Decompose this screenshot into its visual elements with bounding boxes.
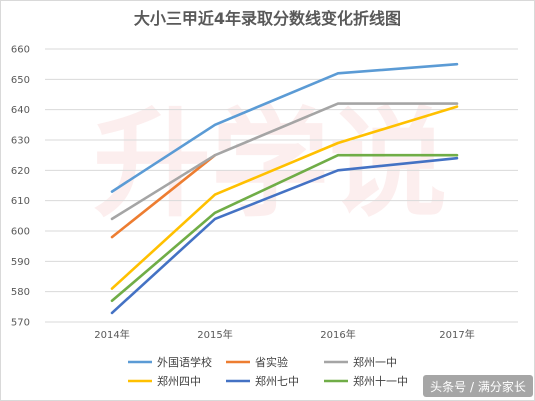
series-line	[110, 105, 459, 290]
y-tick-label: 650	[11, 75, 30, 86]
credit-backdrop	[423, 375, 533, 397]
y-tick-label: 640	[11, 105, 30, 116]
y-tick-label: 570	[11, 318, 30, 329]
legend-label: 省实验	[255, 355, 288, 369]
y-tick-label: 580	[11, 287, 30, 298]
legend-item: 省实验	[226, 355, 288, 369]
x-tick-label: 2015年	[197, 328, 232, 341]
legend-label: 郑州七中	[255, 374, 299, 388]
series-line	[110, 102, 459, 221]
x-axis-ticks: 2014年 2015年 2016年 2017年	[94, 328, 474, 341]
series-line	[110, 153, 459, 303]
series-line	[110, 156, 459, 315]
legend-item: 郑州四中	[128, 374, 201, 388]
chart-title: 大小三甲近4年录取分数线变化折线图	[134, 9, 401, 28]
x-tick-label: 2017年	[439, 328, 474, 341]
credit-text: 头条号 / 满分家长	[430, 379, 526, 394]
series-line	[110, 62, 459, 193]
y-axis-ticks: 570 580 590 600 610 620 630 640 650 660	[11, 45, 30, 329]
legend-label: 外国语学校	[157, 355, 212, 369]
x-tick-label: 2014年	[94, 328, 129, 341]
legend-item: 外国语学校	[128, 355, 212, 369]
y-tick-label: 610	[11, 196, 30, 207]
x-tick-label: 2016年	[320, 328, 355, 341]
y-tick-label: 660	[11, 45, 30, 56]
legend-label: 郑州十一中	[353, 374, 408, 388]
y-tick-label: 620	[11, 166, 30, 177]
gridlines	[45, 48, 518, 323]
credit-watermark: 头条号 / 满分家长	[423, 375, 533, 397]
series-lines	[110, 62, 459, 315]
legend-item: 郑州一中	[324, 355, 397, 369]
legend-item: 郑州十一中	[324, 374, 408, 388]
legend-label: 郑州一中	[353, 355, 397, 369]
series-line	[110, 153, 217, 239]
y-tick-label: 590	[11, 257, 30, 268]
y-tick-label: 630	[11, 136, 30, 147]
legend-label: 郑州四中	[157, 374, 201, 388]
y-tick-label: 600	[11, 227, 30, 238]
legend-item: 郑州七中	[226, 374, 299, 388]
